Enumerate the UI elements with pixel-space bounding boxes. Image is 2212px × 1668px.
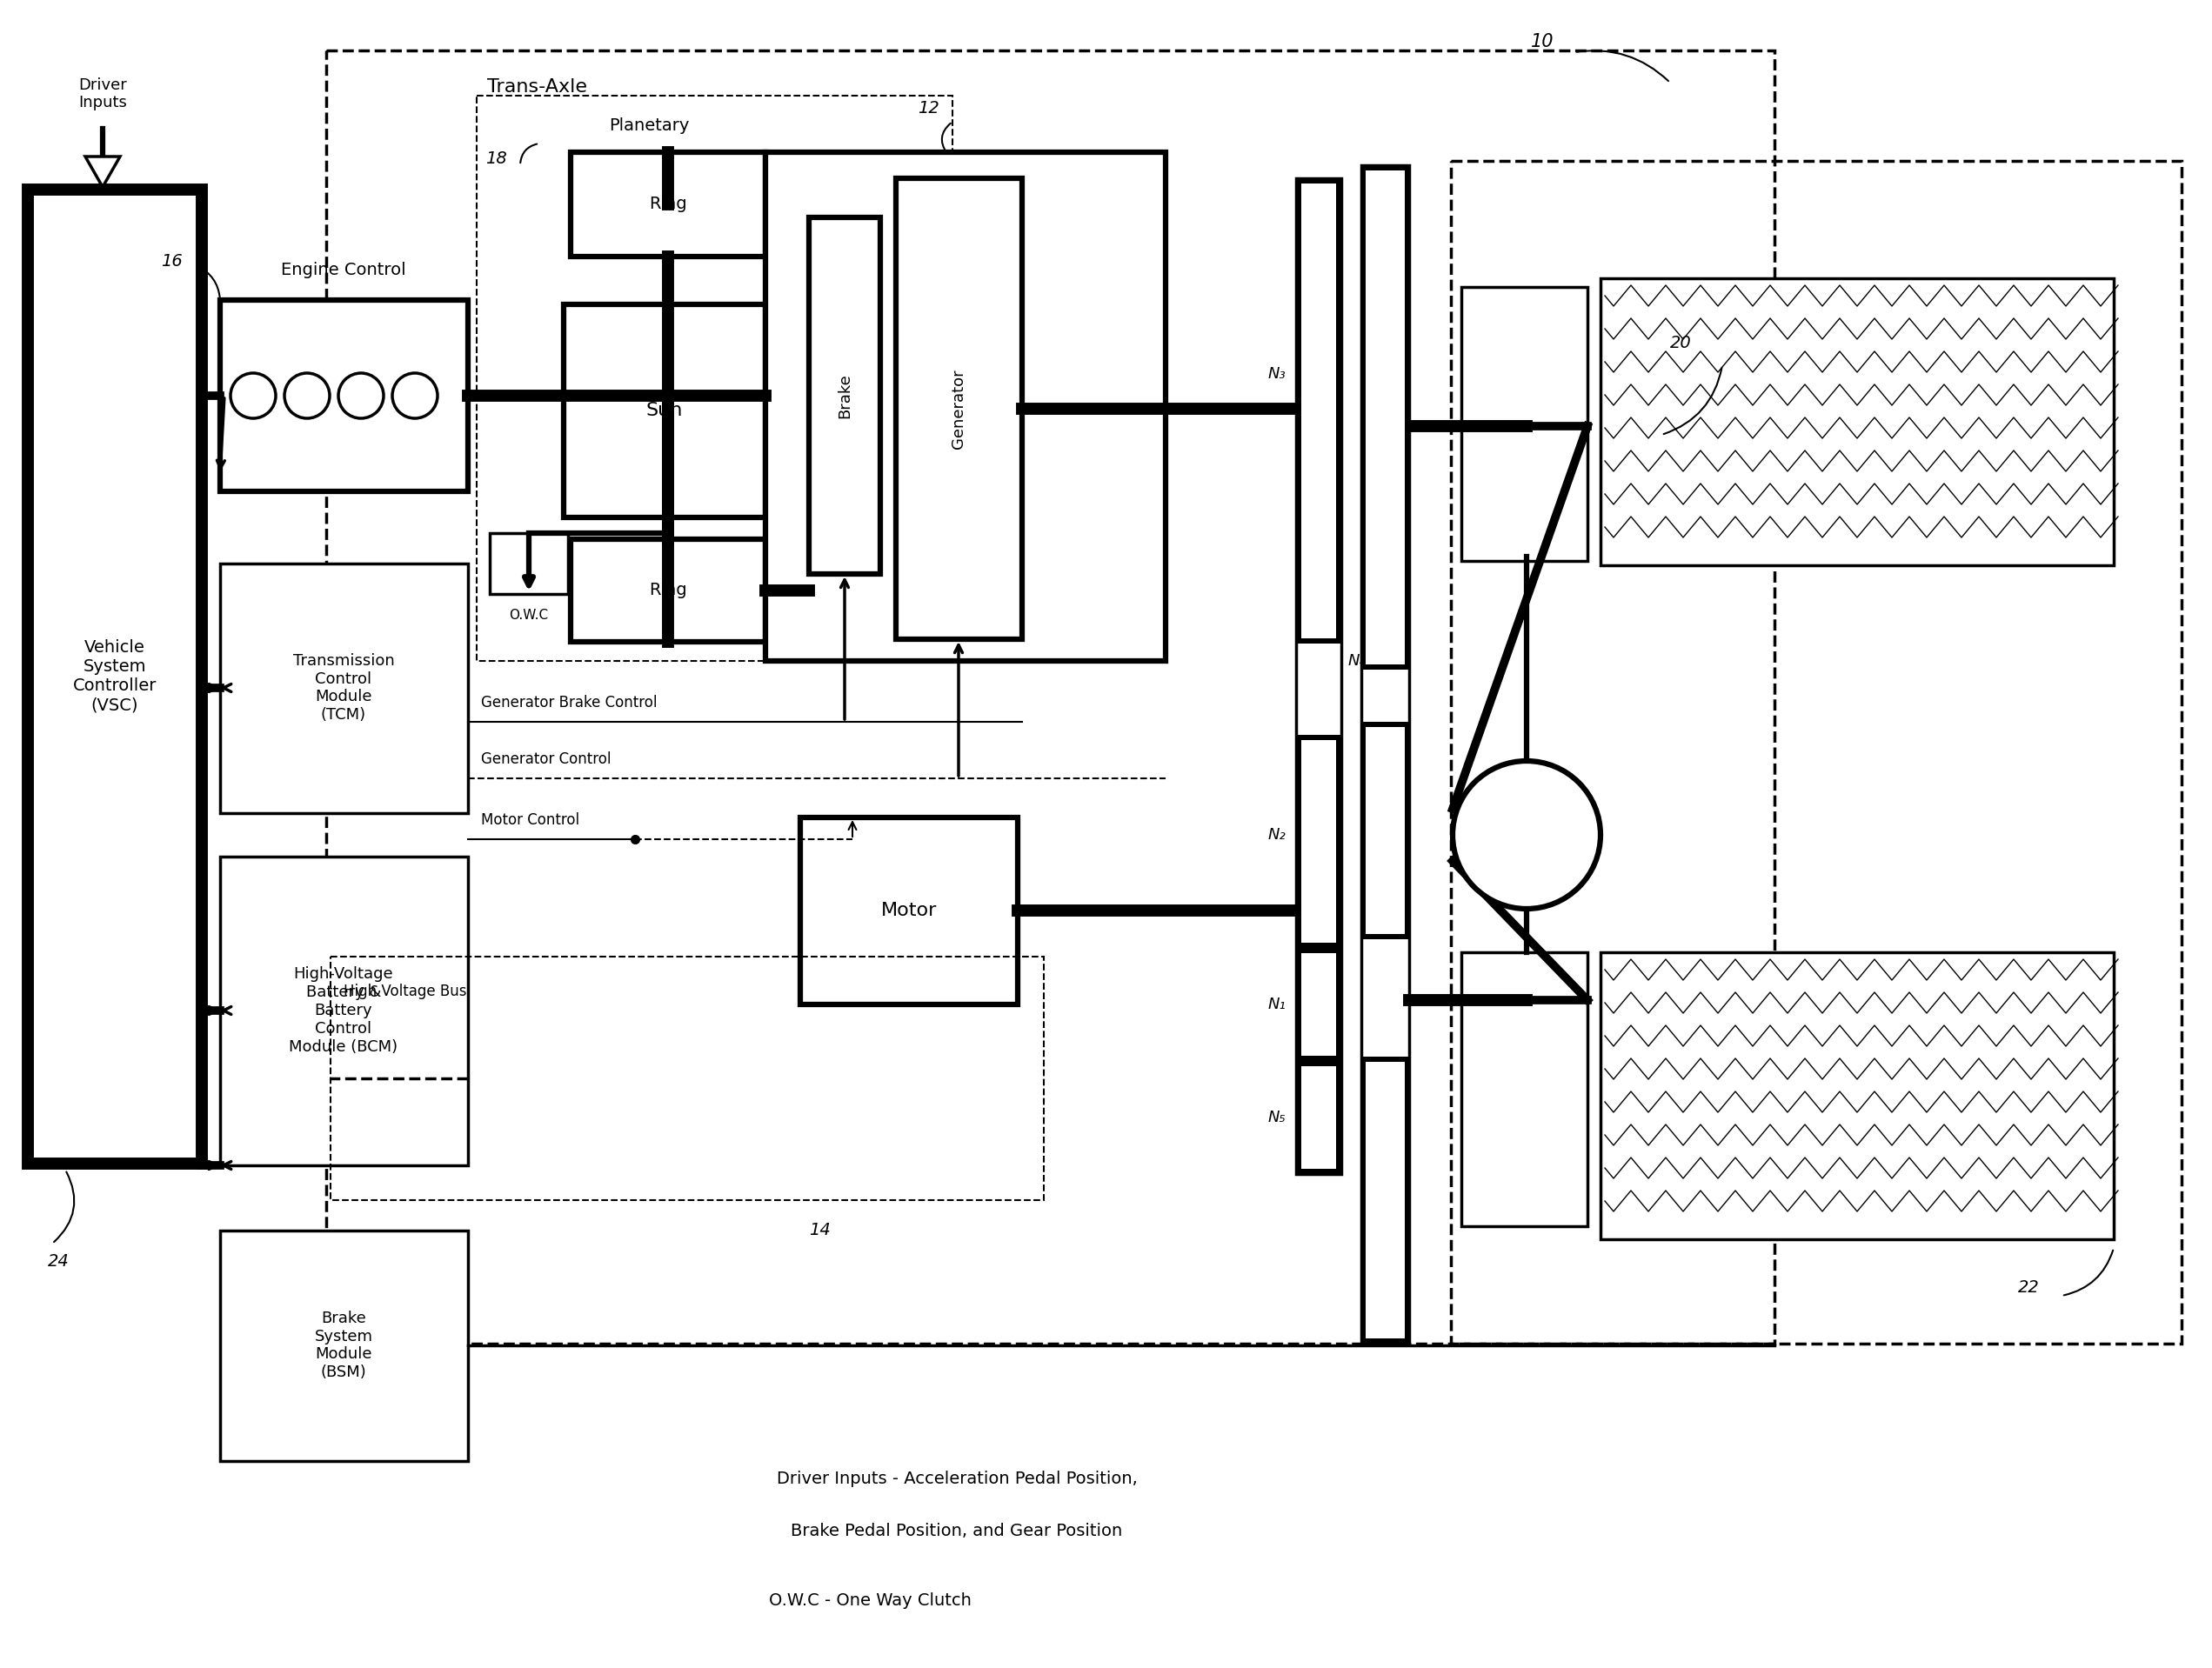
Polygon shape [86,157,119,187]
Bar [219,1231,469,1461]
Bar [219,857,469,1166]
Text: Planetary: Planetary [608,118,690,135]
Bar [1296,178,1340,1174]
Text: High Voltage Bus: High Voltage Bus [343,984,467,999]
Text: Ring: Ring [648,582,688,599]
Bar [1360,165,1409,669]
Text: 10: 10 [1531,33,1555,50]
Text: O.W.C - One Way Clutch: O.W.C - One Way Clutch [768,1591,971,1608]
Bar [1301,1066,1336,1169]
Bar [1360,165,1409,1344]
Text: Driver
Inputs: Driver Inputs [77,77,126,110]
Bar [801,817,1018,1004]
Text: Brake
System
Module
(BSM): Brake System Module (BSM) [314,1311,374,1381]
Text: High-Voltage
Battery &
Battery
Control
Module (BCM): High-Voltage Battery & Battery Control M… [290,966,398,1054]
Bar [1296,736,1340,947]
Text: 24: 24 [49,1253,69,1269]
Text: Motor: Motor [880,902,938,919]
Bar [896,178,1022,639]
Bar [489,534,568,594]
Text: N₂: N₂ [1267,827,1285,842]
Bar [810,217,880,574]
Text: Generator Brake Control: Generator Brake Control [480,696,657,711]
Text: N₃: N₃ [1267,365,1285,382]
Bar [1301,741,1336,942]
Bar [1360,1056,1409,1344]
Text: Generator Control: Generator Control [480,751,611,767]
Text: Motor Control: Motor Control [480,812,580,827]
Bar [476,95,953,661]
Bar [571,539,765,642]
Bar [1296,178,1340,644]
Bar [1365,170,1405,664]
Bar [1601,279,2115,565]
Text: 12: 12 [918,100,940,117]
Bar [1301,952,1336,1056]
Bar [1365,1063,1405,1338]
Bar [219,300,469,492]
Bar [564,304,765,517]
Bar [1296,947,1340,1061]
Bar [1296,1061,1340,1174]
Text: Trans-Axle: Trans-Axle [487,78,586,95]
Bar [1365,727,1405,934]
Text: Sun: Sun [646,402,684,419]
Text: N₅: N₅ [1267,1109,1285,1126]
Bar [1360,722,1409,939]
Text: N₄: N₄ [1349,654,1367,669]
Text: Driver Inputs - Acceleration Pedal Position,: Driver Inputs - Acceleration Pedal Posit… [776,1470,1137,1486]
Text: 18: 18 [484,150,507,167]
Text: Transmission
Control
Module
(TCM): Transmission Control Module (TCM) [292,652,394,722]
Bar [325,50,1774,1344]
Bar [1301,183,1336,639]
Text: 20: 20 [1670,335,1692,352]
Text: Brake Pedal Position, and Gear Position: Brake Pedal Position, and Gear Position [792,1523,1124,1540]
Text: Vehicle
System
Controller
(VSC): Vehicle System Controller (VSC) [73,639,157,714]
Text: Brake: Brake [836,374,852,419]
Bar [1601,952,2115,1239]
Bar [571,152,765,257]
Bar [1462,952,1588,1226]
Bar [1451,160,2181,1344]
Text: Ring: Ring [648,197,688,212]
Bar [330,957,1044,1199]
Bar [219,564,469,812]
Text: O.W.C: O.W.C [509,609,549,622]
Text: 22: 22 [2017,1279,2039,1296]
Bar [1462,287,1588,560]
Circle shape [1453,761,1601,909]
Bar [29,190,201,1164]
Text: Engine Control: Engine Control [281,262,407,279]
Text: 16: 16 [161,252,181,269]
Text: Generator: Generator [951,369,967,449]
Bar [765,152,1166,661]
Text: 14: 14 [810,1223,830,1239]
Text: N₁: N₁ [1267,996,1285,1012]
